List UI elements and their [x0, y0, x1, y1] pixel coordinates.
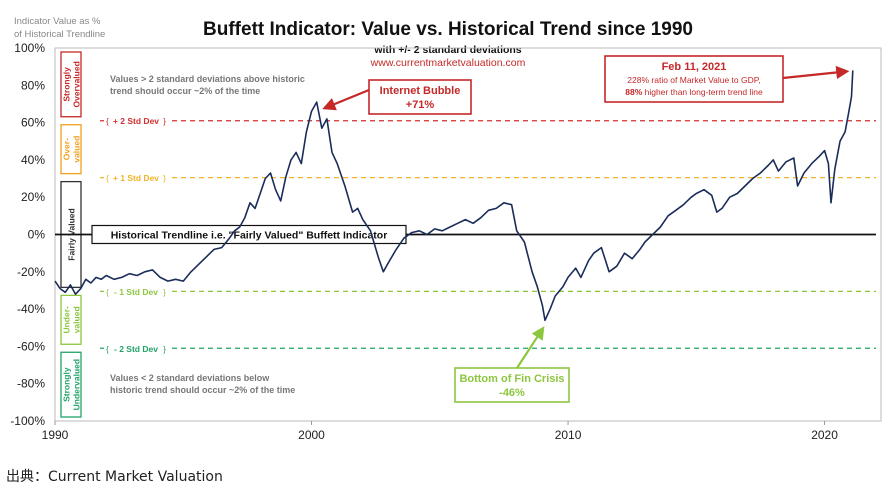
trendline-label-box [91, 224, 407, 245]
std-dev-label: } [163, 344, 166, 354]
internet-bubble-arrow [322, 88, 370, 111]
std-dev-label: { [106, 116, 109, 126]
std-dev-label-text: - 2 Std Dev [114, 344, 158, 354]
zone-label: Over- [62, 138, 72, 160]
y-tick-label: 0% [28, 228, 46, 242]
internet-bubble-value: +71% [406, 99, 435, 111]
std-dev-note: Values < 2 standard deviations below [110, 373, 270, 383]
std-dev-label: } [163, 173, 166, 183]
std-dev-label-text: + 1 Std Dev [113, 173, 159, 183]
zone-box [60, 124, 82, 175]
feb-2021-emphasis: 88% [625, 87, 642, 97]
chart-subtitle: with +/- 2 standard deviations [373, 44, 521, 56]
source-caption: 出典：Current Market Valuation [6, 469, 223, 485]
zone-label: valued [72, 306, 82, 333]
chart-url: www.currentmarketvaluation.com [370, 57, 526, 69]
y-tick-label: 80% [21, 78, 45, 92]
chart-title: Buffett Indicator: Value vs. Historical … [203, 19, 693, 40]
std-dev-note: historic trend should occur ~2% of the t… [110, 385, 295, 395]
std-dev-label-text: + 2 Std Dev [113, 116, 159, 126]
feb-2021-line-2: 88% higher than long-term trend line [625, 87, 763, 97]
fin-crisis-arrow [516, 326, 545, 369]
std-dev-label-text: - 1 Std Dev [114, 287, 158, 297]
y-tick-label: 100% [14, 41, 45, 55]
zone-label: valued [72, 136, 82, 163]
y-tick-label: 60% [21, 116, 45, 130]
std-dev-label: } [163, 287, 166, 297]
y-tick-label: -20% [17, 265, 45, 279]
fin-crisis-callout [454, 367, 570, 403]
zone-box [60, 294, 82, 345]
zone-label: Strongly [62, 67, 72, 102]
x-tick-label: 2020 [811, 428, 838, 442]
fin-crisis-value: -46% [499, 387, 525, 399]
zone-box [60, 351, 82, 418]
trendline-label: Historical Trendline i.e. "Fairly Valued… [111, 230, 388, 242]
y-tick-label: -60% [17, 339, 45, 353]
internet-bubble-title: Internet Bubble [380, 85, 461, 97]
y-axis-label-line-1: Indicator Value as % [14, 16, 101, 27]
std-dev-label-bg [104, 171, 168, 184]
x-tick-label: 2010 [555, 428, 582, 442]
std-dev-note: Values > 2 standard deviations above his… [110, 74, 305, 84]
feb-2021-emphasis-rest: higher than long-term trend line [642, 87, 763, 97]
y-tick-label: 40% [21, 153, 45, 167]
zone-label: Strongly [62, 367, 72, 402]
y-tick-label: -100% [10, 414, 45, 428]
feb-2021-arrow [782, 65, 850, 80]
y-axis-label-line-2: of Historical Trendline [14, 29, 105, 40]
std-dev-label: { [106, 173, 109, 183]
y-tick-label: 20% [21, 190, 45, 204]
y-tick-label: -40% [17, 302, 45, 316]
y-tick-label: -80% [17, 377, 45, 391]
std-dev-label: } [163, 116, 166, 126]
internet-bubble-callout [368, 79, 472, 115]
std-dev-label: { [106, 287, 109, 297]
std-dev-label-bg [104, 285, 168, 298]
feb-2021-title: Feb 11, 2021 [662, 61, 727, 73]
zone-label: Overvalued [72, 61, 82, 107]
feb-2021-line-1: 228% ratio of Market Value to GDP, [627, 75, 760, 85]
fin-crisis-title: Bottom of Fin Crisis [459, 373, 564, 385]
zone-box [60, 51, 82, 118]
std-dev-label: { [106, 344, 109, 354]
buffett-indicator-chart: Indicator Value as % of Historical Trend… [10, 16, 882, 442]
x-tick-label: 1990 [42, 428, 69, 442]
zone-label: Undervalued [72, 359, 82, 411]
x-tick-label: 2000 [298, 428, 325, 442]
indicator-series-line [54, 70, 854, 322]
std-dev-label-bg [104, 114, 168, 127]
zone-label: Under- [62, 306, 72, 334]
feb-2021-callout [604, 55, 784, 103]
std-dev-note: trend should occur ~2% of the time [110, 86, 260, 96]
std-dev-label-bg [104, 342, 168, 355]
